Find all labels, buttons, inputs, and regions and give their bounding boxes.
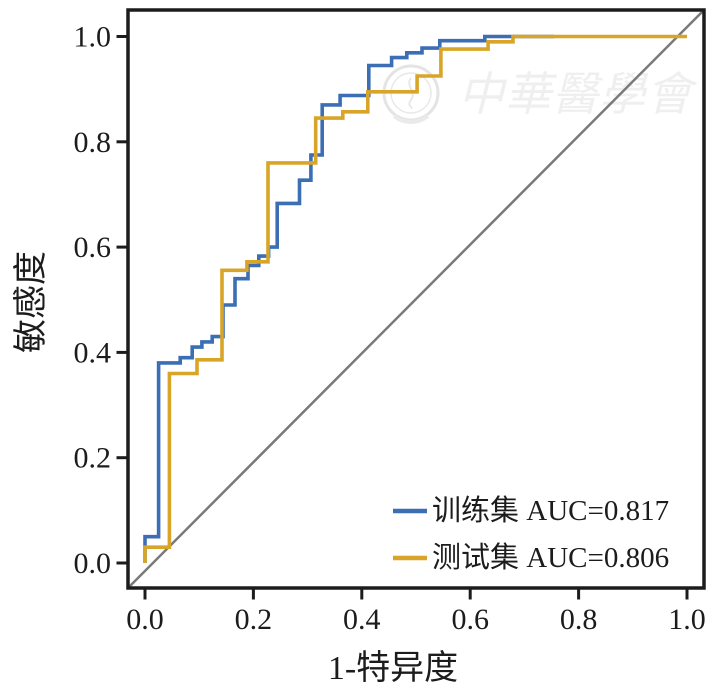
y-tick-label: 0.4 bbox=[74, 336, 112, 369]
plot-border bbox=[126, 8, 706, 590]
y-axis-title: 敏感度 bbox=[12, 251, 50, 353]
legend: 训练集 AUC=0.817 测试集 AUC=0.806 bbox=[393, 494, 669, 574]
x-tick-label: 1.0 bbox=[668, 603, 706, 636]
watermark: 中華醫學會 bbox=[382, 64, 698, 124]
y-tick-label: 1.0 bbox=[74, 21, 112, 54]
x-tick-label: 0.8 bbox=[560, 603, 598, 636]
x-tick-label: 0.2 bbox=[235, 603, 273, 636]
diagonal-reference-line bbox=[127, 9, 705, 589]
y-tick-label: 0.0 bbox=[74, 547, 112, 580]
x-tick-label: 0.6 bbox=[451, 603, 489, 636]
x-tick-label: 0.4 bbox=[343, 603, 381, 636]
legend-item-test: 测试集 AUC=0.806 bbox=[393, 541, 669, 574]
roc-curve-train bbox=[143, 34, 555, 563]
legend-label-test: 测试集 AUC=0.806 bbox=[432, 541, 669, 574]
y-tick-label: 0.6 bbox=[74, 231, 112, 264]
watermark-text: 中華醫學會 bbox=[458, 69, 698, 120]
roc-curve-test bbox=[143, 34, 687, 563]
legend-label-train: 训练集 AUC=0.817 bbox=[432, 494, 669, 527]
legend-item-train: 训练集 AUC=0.817 bbox=[393, 494, 669, 527]
x-axis-title: 1-特异度 bbox=[328, 649, 458, 687]
x-tick-label: 0.0 bbox=[126, 603, 164, 636]
y-tick-label: 0.8 bbox=[74, 126, 112, 159]
y-tick-label: 0.2 bbox=[74, 442, 112, 475]
